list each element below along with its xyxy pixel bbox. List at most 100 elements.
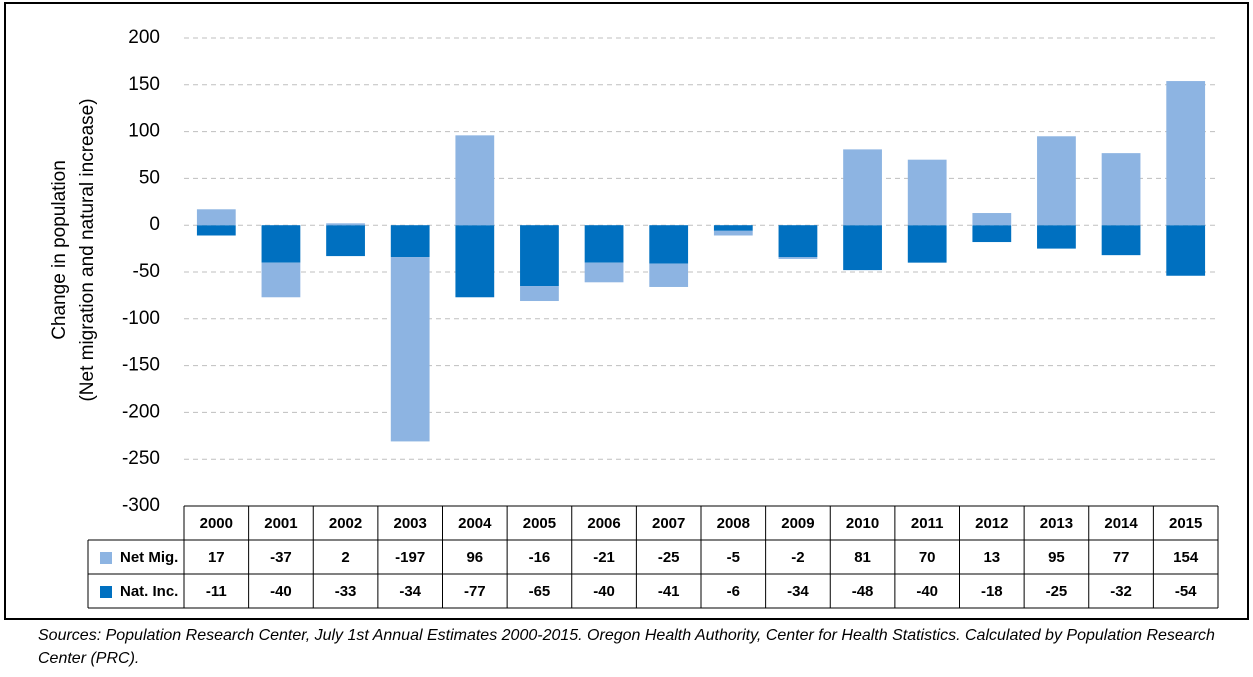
y-axis-title-line: (Net migration and natural increase) <box>77 98 98 401</box>
table-value: 154 <box>1173 549 1199 566</box>
table-value: 17 <box>208 549 225 566</box>
x-tick-label: 2012 <box>975 515 1008 532</box>
table-value: 2 <box>341 549 349 566</box>
bar <box>713 230 753 236</box>
x-tick-label: 2014 <box>1104 515 1138 532</box>
table-value: 81 <box>854 549 871 566</box>
bar <box>520 225 559 287</box>
y-tick-label: 100 <box>128 121 160 142</box>
y-tick-label: 200 <box>128 27 160 48</box>
x-tick-label: 2009 <box>781 515 814 532</box>
legend-swatch <box>100 586 112 598</box>
x-tick-label: 2010 <box>846 515 879 532</box>
table-value: -40 <box>270 583 292 600</box>
table-value: 77 <box>1113 549 1130 566</box>
y-axis-title: Change in population (Net migration and … <box>49 98 98 401</box>
x-tick-label: 2007 <box>652 515 685 532</box>
x-tick-label: 2013 <box>1040 515 1073 532</box>
bar <box>649 263 689 287</box>
table-value: -77 <box>464 583 486 600</box>
table-value: -25 <box>1046 583 1068 600</box>
x-tick-label: 2003 <box>394 515 427 532</box>
table-value: -2 <box>791 549 804 566</box>
x-tick-label: 2011 <box>911 515 944 532</box>
table-value: -25 <box>658 549 680 566</box>
table-value: 13 <box>983 549 1000 566</box>
table-value: 96 <box>466 549 483 566</box>
bar <box>649 225 689 264</box>
table-value: -197 <box>395 549 425 566</box>
x-tick-label: 2005 <box>523 515 556 532</box>
bar <box>584 262 624 283</box>
y-tick-label: -50 <box>133 261 160 282</box>
y-tick-label: -300 <box>122 495 160 516</box>
y-axis-title-line: Change in population <box>49 160 70 340</box>
bar <box>1037 136 1076 226</box>
table-value: 95 <box>1048 549 1065 566</box>
table-value: -41 <box>658 583 680 600</box>
chart-border <box>4 2 1249 620</box>
y-tick-label: 0 <box>149 214 160 235</box>
y-tick-label: -250 <box>122 448 160 469</box>
bar <box>778 225 818 258</box>
bar <box>326 225 365 257</box>
table-value: -34 <box>787 583 809 600</box>
bar <box>1166 81 1206 226</box>
x-tick-label: 2004 <box>458 515 492 532</box>
y-tick-label: 150 <box>128 74 160 95</box>
x-tick-label: 2000 <box>200 515 233 532</box>
table-value: -37 <box>270 549 292 566</box>
table-value: -5 <box>727 549 740 566</box>
table-value: -11 <box>206 583 227 600</box>
bar <box>907 159 947 226</box>
bar <box>972 213 1012 226</box>
table-value: -16 <box>529 549 551 566</box>
legend-label: Net Mig. <box>120 549 178 566</box>
table-value: 70 <box>919 549 936 566</box>
bar <box>972 225 1012 243</box>
table-value: -40 <box>916 583 938 600</box>
bar <box>455 225 495 298</box>
table-value: -18 <box>981 583 1003 600</box>
x-tick-label: 2001 <box>264 515 297 532</box>
table-value: -40 <box>593 583 615 600</box>
bar <box>843 225 882 271</box>
y-tick-label: -200 <box>122 401 160 422</box>
x-tick-label: 2015 <box>1169 515 1202 532</box>
bar <box>261 262 301 298</box>
bar <box>907 225 947 263</box>
y-tick-label: 50 <box>139 167 160 188</box>
bar <box>196 209 236 226</box>
table-value: -32 <box>1110 583 1132 600</box>
y-tick-label: -150 <box>122 355 160 376</box>
legend-label: Nat. Inc. <box>120 583 178 600</box>
bar <box>390 257 430 442</box>
bar <box>390 225 430 258</box>
table-value: -33 <box>335 583 357 600</box>
bar <box>196 225 236 236</box>
bar <box>1101 225 1141 256</box>
bar <box>520 286 559 302</box>
x-tick-label: 2008 <box>717 515 750 532</box>
legend-swatch <box>100 552 112 564</box>
bar <box>1101 153 1141 226</box>
bar <box>455 135 495 226</box>
bar <box>713 225 753 231</box>
table-value: -48 <box>852 583 874 600</box>
bar <box>1166 225 1206 276</box>
bar <box>778 257 818 259</box>
bar <box>1037 225 1076 249</box>
bar <box>584 225 624 263</box>
table-value: -6 <box>727 583 740 600</box>
bar <box>261 225 301 263</box>
y-tick-label: -100 <box>122 308 160 329</box>
table-value: -65 <box>529 583 551 600</box>
bar <box>326 223 365 226</box>
x-tick-label: 2002 <box>329 515 362 532</box>
source-note: Sources: Population Research Center, Jul… <box>38 627 1215 667</box>
table-value: -21 <box>593 549 615 566</box>
table-value: -34 <box>399 583 421 600</box>
bar <box>843 149 882 226</box>
x-tick-label: 2006 <box>587 515 620 532</box>
